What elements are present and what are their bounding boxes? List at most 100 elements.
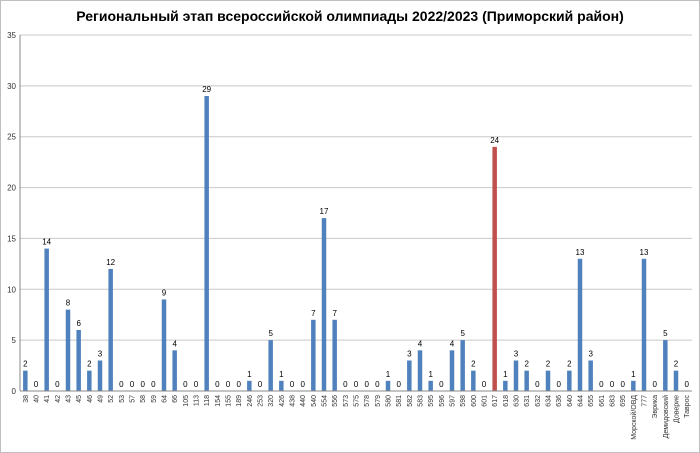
y-tick-label: 30 bbox=[7, 82, 16, 91]
data-label: 0 bbox=[599, 380, 604, 389]
bars bbox=[23, 96, 679, 392]
x-tick-label: 575 bbox=[354, 395, 361, 407]
data-label: 5 bbox=[460, 329, 465, 338]
x-tick-label: 578 bbox=[364, 395, 371, 407]
data-label: 1 bbox=[279, 370, 284, 379]
bar bbox=[567, 370, 572, 391]
bar bbox=[76, 329, 81, 391]
bar bbox=[641, 258, 647, 391]
x-tick-label: 66 bbox=[172, 395, 179, 403]
data-label: 4 bbox=[418, 339, 423, 348]
bar bbox=[513, 360, 519, 391]
bar bbox=[460, 340, 465, 391]
x-tick-label: 53 bbox=[119, 395, 126, 403]
data-label: 0 bbox=[396, 380, 401, 389]
x-tick-label: 540 bbox=[311, 395, 318, 407]
bar bbox=[577, 258, 583, 391]
bar bbox=[161, 299, 167, 391]
x-tick-label: Морской/ОВД bbox=[630, 395, 638, 440]
gridlines bbox=[20, 34, 692, 392]
data-label: 2 bbox=[546, 360, 551, 369]
x-tick-label: 634 bbox=[546, 395, 553, 407]
data-label: 0 bbox=[55, 380, 60, 389]
bar bbox=[673, 370, 679, 391]
bar bbox=[65, 309, 71, 391]
bar bbox=[428, 380, 433, 391]
x-tick-label: 595 bbox=[428, 395, 435, 407]
data-label: 29 bbox=[202, 85, 211, 94]
y-axis: 0 5 10 15 20 25 30 35 bbox=[7, 31, 21, 396]
data-label: 2 bbox=[567, 360, 572, 369]
y-tick-label: 5 bbox=[12, 336, 17, 345]
bar bbox=[385, 380, 391, 391]
data-label: 0 bbox=[684, 380, 689, 389]
x-tick-label: 777 bbox=[642, 395, 649, 407]
data-label: 0 bbox=[620, 380, 625, 389]
data-label: 0 bbox=[34, 380, 39, 389]
data-label: 2 bbox=[524, 360, 529, 369]
data-label: 24 bbox=[490, 136, 499, 145]
x-tick-label: 695 bbox=[620, 395, 627, 407]
data-label: 0 bbox=[194, 380, 199, 389]
data-label: 7 bbox=[311, 309, 316, 318]
data-label: 4 bbox=[172, 339, 177, 348]
x-tick-label: 113 bbox=[194, 395, 201, 406]
data-label: 0 bbox=[375, 380, 380, 389]
x-tick-label: 597 bbox=[450, 395, 457, 407]
x-tick-label: 598 bbox=[460, 395, 467, 407]
x-tick-label: 42 bbox=[55, 395, 62, 403]
bar bbox=[407, 360, 412, 391]
x-tick-label: Доверие bbox=[674, 395, 681, 423]
data-label: 1 bbox=[631, 370, 636, 379]
x-tick-label: 580 bbox=[386, 395, 393, 407]
bar bbox=[332, 319, 337, 391]
bar bbox=[471, 370, 476, 391]
data-label: 0 bbox=[610, 380, 615, 389]
data-label: 0 bbox=[290, 380, 295, 389]
bar bbox=[321, 218, 327, 391]
data-label: 0 bbox=[140, 380, 145, 389]
data-label: 0 bbox=[130, 380, 135, 389]
x-tick-label: 64 bbox=[162, 395, 169, 403]
data-label: 1 bbox=[503, 370, 508, 379]
bar bbox=[417, 350, 423, 391]
data-label: 0 bbox=[535, 380, 540, 389]
bar bbox=[545, 370, 551, 391]
data-label: 0 bbox=[343, 380, 348, 389]
data-label: 0 bbox=[151, 380, 156, 389]
x-tick-label: Эврика bbox=[652, 395, 659, 419]
x-tick-label: 246 bbox=[247, 395, 254, 407]
bar bbox=[172, 350, 177, 391]
x-tick-label: 640 bbox=[567, 395, 574, 407]
y-tick-label: 10 bbox=[7, 285, 16, 294]
data-label: 0 bbox=[556, 380, 561, 389]
x-tick-label: 38 bbox=[23, 395, 30, 403]
x-tick-label: 154 bbox=[215, 395, 222, 407]
x-tick-label: 57 bbox=[130, 395, 137, 403]
x-tick-label: 600 bbox=[471, 395, 478, 407]
x-axis: 38 40 41 42 43 45 46 49 52 53 57 58 59 64 66 105 113 118 1… bbox=[20, 390, 692, 440]
data-label: 5 bbox=[663, 329, 668, 338]
bar bbox=[492, 146, 497, 391]
data-label: 5 bbox=[268, 329, 273, 338]
x-tick-label: 556 bbox=[332, 395, 339, 407]
x-tick-label: Демидовский bbox=[662, 395, 670, 438]
data-label: 0 bbox=[183, 380, 188, 389]
x-tick-label: 617 bbox=[492, 395, 499, 407]
x-tick-label: 105 bbox=[183, 395, 190, 407]
x-tick-label: 41 bbox=[44, 395, 51, 403]
bar bbox=[268, 340, 273, 391]
bar bbox=[524, 370, 529, 391]
data-label: 0 bbox=[354, 380, 359, 389]
data-label: 3 bbox=[588, 349, 593, 358]
bar bbox=[311, 319, 316, 391]
x-tick-label: 253 bbox=[258, 395, 265, 407]
x-tick-label: 683 bbox=[610, 395, 617, 407]
x-tick-label: 596 bbox=[439, 395, 446, 407]
bar bbox=[44, 248, 49, 391]
x-tick-label: 40 bbox=[34, 395, 41, 403]
bar bbox=[503, 380, 508, 391]
data-label: 3 bbox=[407, 349, 412, 358]
